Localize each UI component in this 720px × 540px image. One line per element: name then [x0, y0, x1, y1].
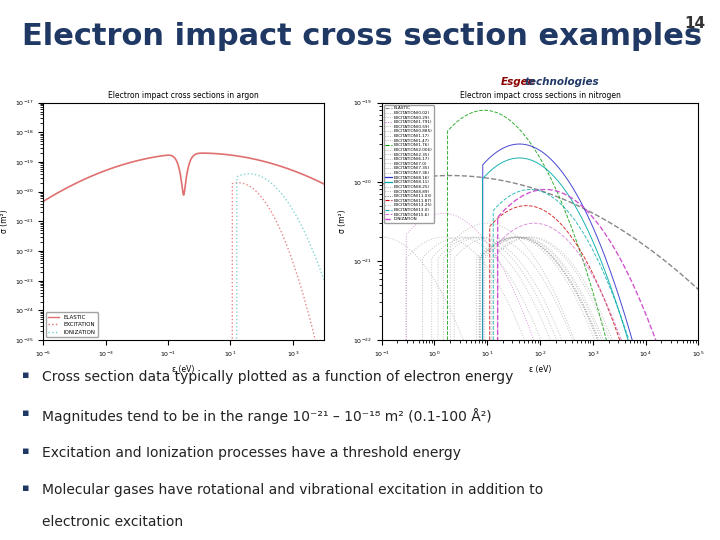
Text: ▪: ▪ — [22, 370, 29, 380]
Legend: ELASTIC, EXCITATION(0.02), EXCITATION(0.29), EXCITATION(1.791), EXCITATION(0.59): ELASTIC, EXCITATION(0.02), EXCITATION(0.… — [384, 105, 433, 223]
Text: ▪: ▪ — [22, 446, 29, 456]
Text: Molecular gases have rotational and vibrational excitation in addition to: Molecular gases have rotational and vibr… — [42, 483, 543, 497]
Text: ▪: ▪ — [22, 408, 29, 418]
Text: Magnitudes tend to be in the range 10⁻²¹ – 10⁻¹⁸ m² (0.1-100 Å²): Magnitudes tend to be in the range 10⁻²¹… — [42, 408, 491, 424]
Title: Electron impact cross sections in argon: Electron impact cross sections in argon — [108, 91, 259, 100]
Text: Cross section data typically plotted as a function of electron energy: Cross section data typically plotted as … — [42, 370, 513, 384]
Text: technologies: technologies — [524, 77, 599, 87]
Text: ▪: ▪ — [22, 483, 29, 494]
X-axis label: ε (eV): ε (eV) — [528, 365, 552, 374]
X-axis label: ε (eV): ε (eV) — [172, 365, 195, 374]
Text: Electron impact cross section examples: Electron impact cross section examples — [22, 22, 702, 51]
Text: electronic excitation: electronic excitation — [42, 515, 183, 529]
Legend: ELASTIC, EXCITATION, IONIZATION: ELASTIC, EXCITATION, IONIZATION — [46, 313, 98, 338]
Y-axis label: σ (m²): σ (m²) — [338, 210, 348, 233]
Title: Electron impact cross sections in nitrogen: Electron impact cross sections in nitrog… — [459, 91, 621, 100]
Text: Esgee: Esgee — [500, 77, 535, 87]
Text: 14: 14 — [685, 16, 706, 31]
Text: Excitation and Ionization processes have a threshold energy: Excitation and Ionization processes have… — [42, 446, 461, 460]
Y-axis label: σ (m²): σ (m²) — [0, 210, 9, 233]
